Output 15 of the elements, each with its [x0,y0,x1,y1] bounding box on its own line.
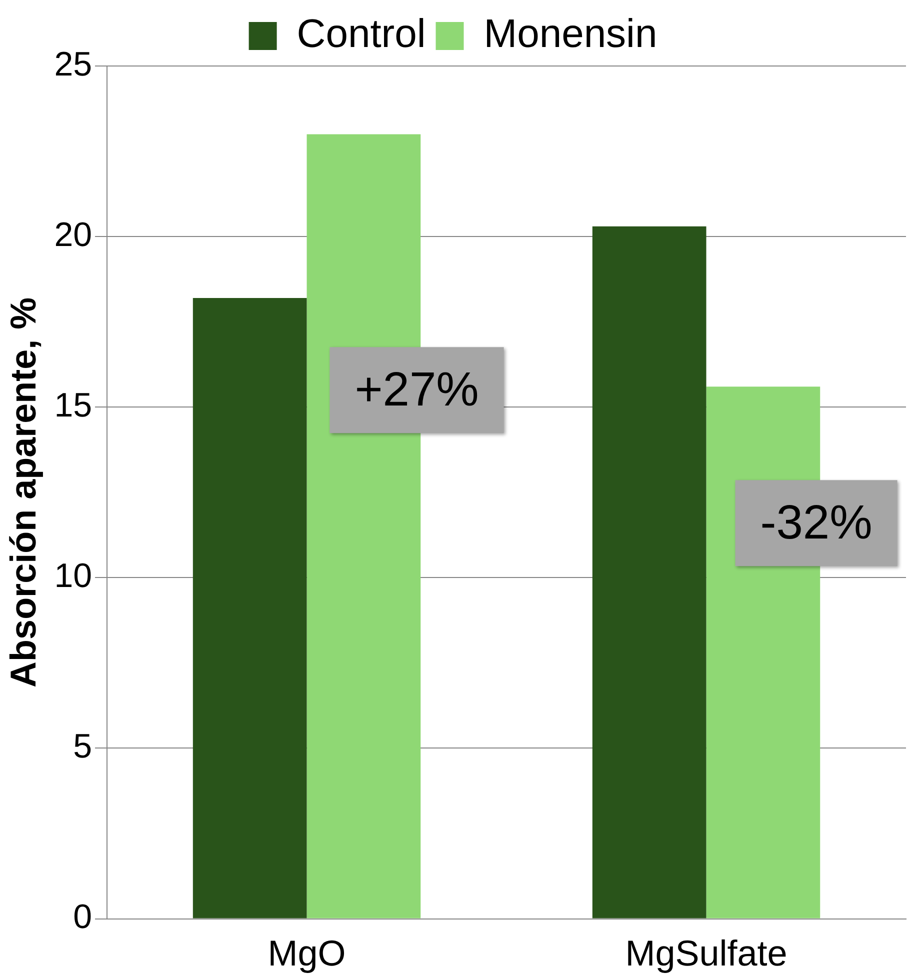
annotation: +27% [354,363,479,416]
y-tick-label: 10 [54,557,92,596]
x-tick-label: MgSulfate [625,932,788,974]
bar [192,298,307,918]
y-tick-label: 15 [54,386,92,424]
y-tick-label: 5 [73,728,92,766]
y-tick-label: 20 [54,216,92,254]
y-tick-label: 25 [54,45,92,84]
y-axis-title: Absorción aparente, % [2,297,44,688]
annotation: -32% [760,496,872,550]
legend-label: Monensin [484,12,658,56]
x-tick-label: MgO [268,932,346,974]
y-tick-label: 0 [73,898,92,936]
legend-label: Control [296,12,426,56]
bar [592,226,706,918]
